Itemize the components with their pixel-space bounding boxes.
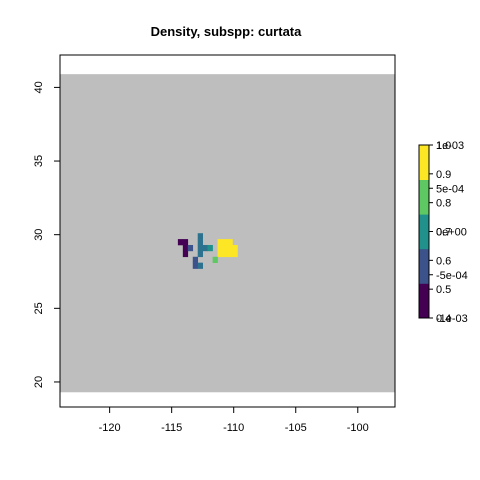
raster-cell xyxy=(232,250,238,258)
raster-cell xyxy=(217,239,223,246)
legend-scale-a-tick-label: 0.4 xyxy=(436,313,451,325)
x-tick-label: -100 xyxy=(347,422,369,434)
legend-color-step xyxy=(419,248,429,284)
legend-color-step xyxy=(419,214,429,250)
chart-title: Density, subspp: curtata xyxy=(151,24,303,39)
raster-cell xyxy=(212,256,218,263)
raster-cell xyxy=(222,244,228,252)
y-tick-label: 35 xyxy=(33,155,45,167)
raster-cell xyxy=(192,262,199,269)
raster-cell xyxy=(222,250,228,258)
raster-cell xyxy=(182,239,189,246)
legend-scale-a-tick-label: 1.0 xyxy=(436,140,451,152)
raster-cell xyxy=(182,244,189,252)
y-tick-label: 20 xyxy=(33,376,45,388)
raster-cell xyxy=(227,244,233,252)
raster-cell xyxy=(177,239,184,246)
legend-scale-a-tick-label: 0.8 xyxy=(436,198,451,210)
raster-cells xyxy=(177,233,238,269)
raster-cell xyxy=(227,239,233,246)
legend-scale-a-tick-label: 0.9 xyxy=(436,169,451,181)
legend-scale-a-tick-label: 0.5 xyxy=(436,284,451,296)
raster-cell xyxy=(227,250,233,258)
legend-scale-b-tick-label: -1e-03 xyxy=(436,313,468,325)
raster-cell xyxy=(197,233,203,240)
raster-cell xyxy=(207,244,213,252)
raster-cell xyxy=(197,244,203,252)
raster-cell xyxy=(197,262,203,269)
x-tick-label: -110 xyxy=(223,422,244,434)
y-tick-label: 25 xyxy=(33,302,45,314)
legend-scale-b-tick-label: 0e+00 xyxy=(436,227,467,239)
raster-cell xyxy=(197,250,203,258)
x-tick-label: -105 xyxy=(285,422,307,434)
legend-scale-b-tick-label: 5e-04 xyxy=(436,183,464,195)
y-tick-label: 40 xyxy=(33,81,45,93)
raster-cell xyxy=(202,244,208,252)
raster-cell xyxy=(217,244,223,252)
legend-color-step xyxy=(419,145,429,180)
raster-cell xyxy=(197,239,203,246)
x-axis: -120 -115 -110 -105 -100 xyxy=(99,407,369,434)
raster-cell xyxy=(182,250,189,258)
legend-color-step xyxy=(419,283,429,319)
color-legend: 0.4 0.5 0.6 0.7 0.8 0.9 1.0 -1e-03 -5e-04 0e+00 5e… xyxy=(418,140,468,325)
legend-color-step xyxy=(419,179,429,215)
x-tick-label: -115 xyxy=(161,422,182,434)
raster-cell xyxy=(187,244,194,252)
background-region xyxy=(60,74,395,393)
raster-cell xyxy=(192,256,199,263)
y-axis: 20 25 30 35 40 xyxy=(33,81,60,388)
legend-scale-a-tick-label: 0.7 xyxy=(436,227,451,239)
legend-scale-b-tick-label: -5e-04 xyxy=(436,270,468,282)
raster-cell xyxy=(232,244,238,252)
legend-scale-b-tick-label: 1e-03 xyxy=(436,140,464,152)
raster-cell xyxy=(217,250,223,258)
plot-frame xyxy=(59,54,396,408)
legend-scale-a-tick-label: 0.6 xyxy=(436,255,451,267)
x-tick-label: -120 xyxy=(99,422,121,434)
y-tick-label: 30 xyxy=(33,229,45,241)
raster-cell xyxy=(222,239,228,246)
